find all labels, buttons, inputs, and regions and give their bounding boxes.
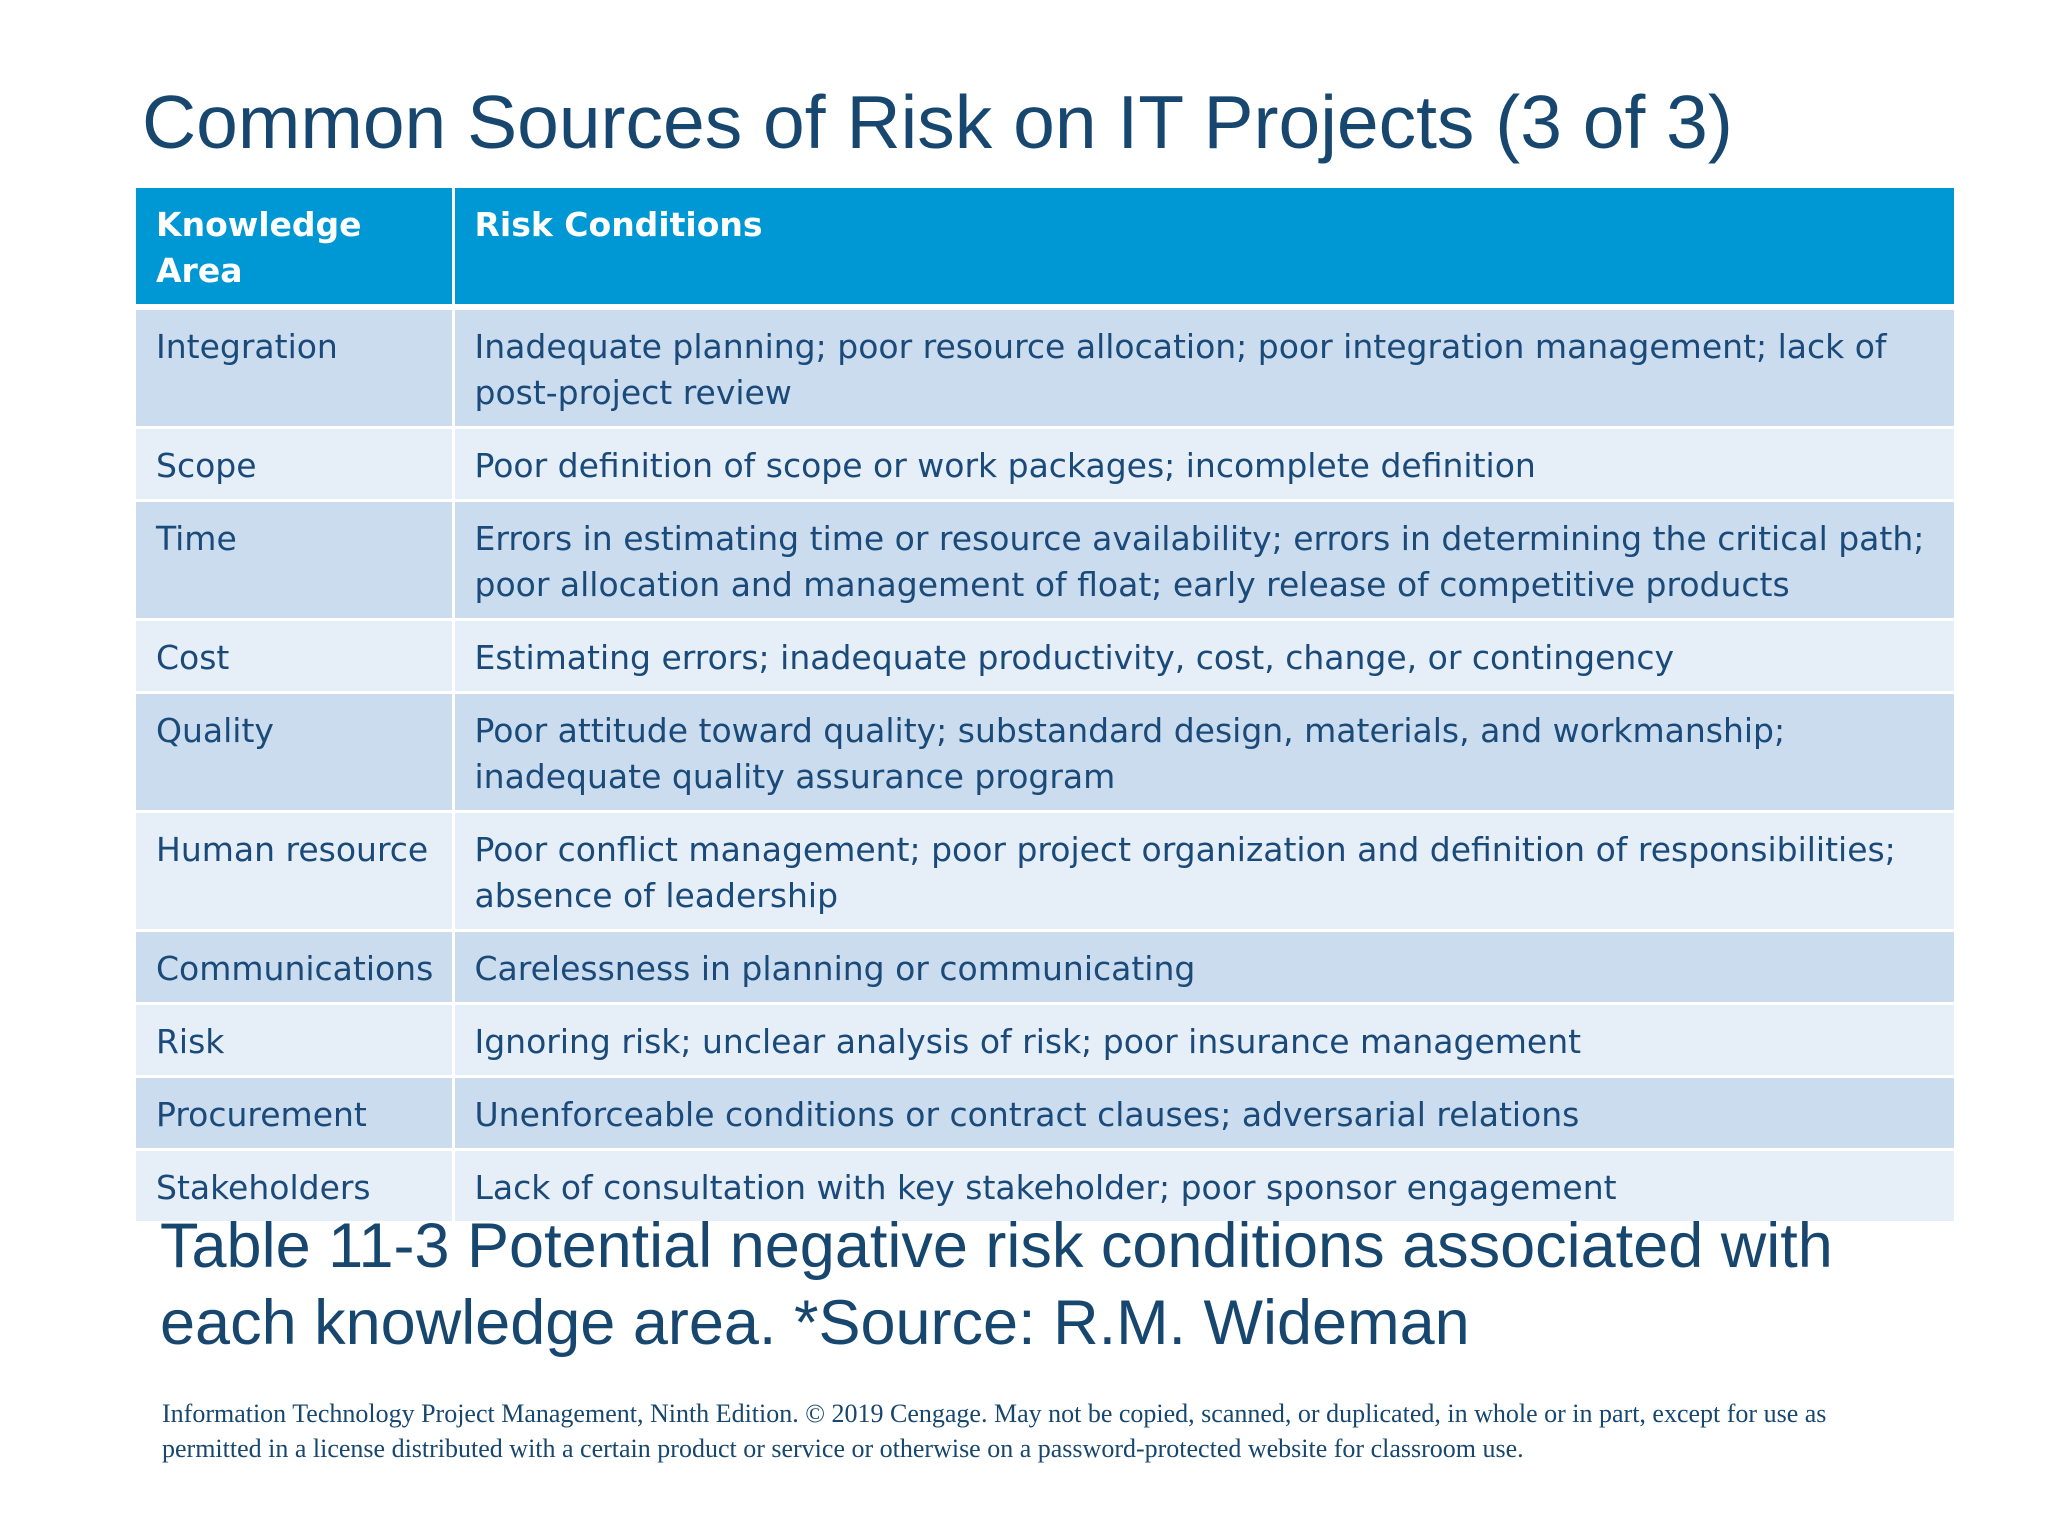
table-row: Cost Estimating errors; inadequate produ… [136,619,1954,694]
risk-conditions-cell: Ignoring risk; unclear analysis of risk;… [453,1003,1954,1078]
table-caption: Table 11-3 Potential negative risk condi… [160,1211,1833,1358]
table-row: Stakeholders Lack of consultation with k… [136,1149,1954,1224]
table-row: Scope Poor definition of scope or work p… [136,427,1954,502]
risk-conditions-cell: Carelessness in planning or communicatin… [453,930,1954,1005]
table-row: Integration Inadequate planning; poor re… [136,307,1954,429]
slide-title: Common Sources of Risk on IT Projects (3… [142,80,1733,164]
knowledge-area-cell: Scope [136,427,455,502]
risk-conditions-cell: Lack of consultation with key stakeholde… [453,1149,1954,1224]
risk-conditions-cell: Poor attitude toward quality; substandar… [453,692,1954,813]
knowledge-area-cell: Human resource [136,811,455,932]
table-row: Risk Ignoring risk; unclear analysis of … [136,1003,1954,1078]
header-knowledge-area: Knowledge Area [136,188,455,310]
risk-conditions-cell: Errors in estimating time or resource av… [453,500,1954,621]
table-row: Time Errors in estimating time or resour… [136,500,1954,621]
table-row: Human resource Poor conflict management;… [136,811,1954,932]
knowledge-area-cell: Risk [136,1003,455,1078]
table-header-row: Knowledge Area Risk Conditions [136,188,1954,310]
knowledge-area-cell: Integration [136,307,455,429]
knowledge-area-cell: Stakeholders [136,1149,455,1224]
header-risk-conditions: Risk Conditions [453,188,1954,310]
table-row: Procurement Unenforceable conditions or … [136,1076,1954,1151]
risk-conditions-cell: Poor conflict management; poor project o… [453,811,1954,932]
risk-conditions-cell: Estimating errors; inadequate productivi… [453,619,1954,694]
knowledge-area-cell: Communications [136,930,455,1005]
knowledge-area-cell: Quality [136,692,455,813]
knowledge-area-cell: Cost [136,619,455,694]
table-row: Communications Carelessness in planning … [136,930,1954,1005]
copyright-notice: Information Technology Project Managemen… [162,1399,1827,1463]
table-row: Quality Poor attitude toward quality; su… [136,692,1954,813]
knowledge-area-cell: Procurement [136,1076,455,1151]
risk-conditions-cell: Inadequate planning; poor resource alloc… [453,307,1954,429]
risk-conditions-cell: Poor definition of scope or work package… [453,427,1954,502]
knowledge-area-cell: Time [136,500,455,621]
risk-conditions-table: Knowledge Area Risk Conditions Integrati… [136,188,1954,1224]
risk-conditions-cell: Unenforceable conditions or contract cla… [453,1076,1954,1151]
